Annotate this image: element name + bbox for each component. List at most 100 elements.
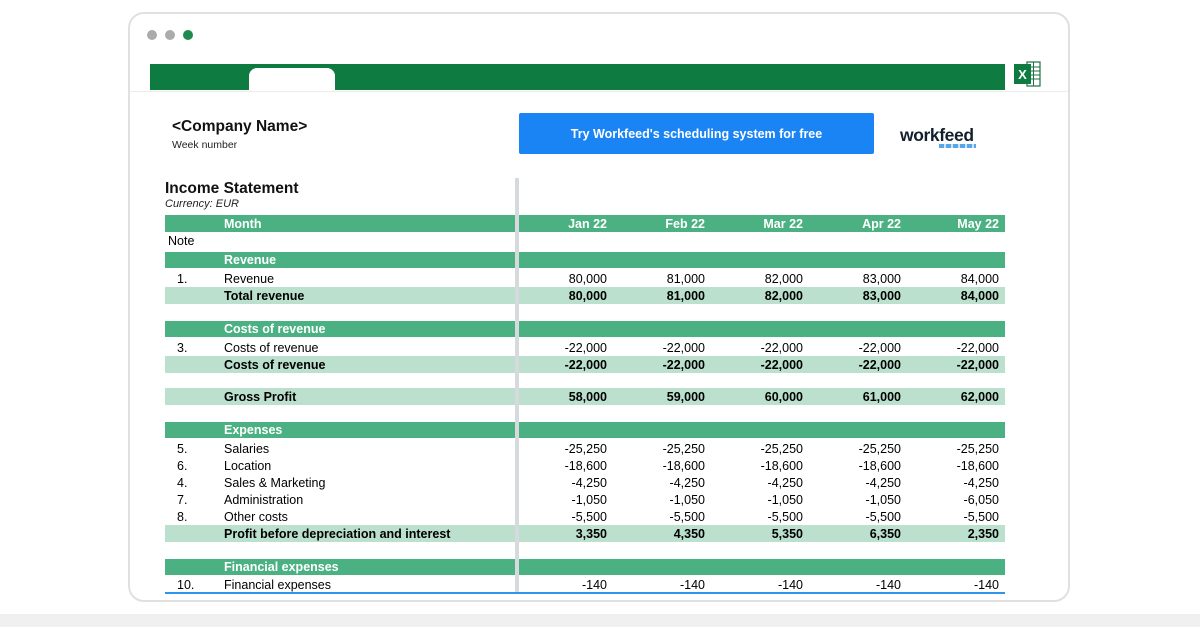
value-cell[interactable]: -18,600 [956,458,999,473]
row-label-cell[interactable]: 5. Salaries [165,442,515,456]
value-cell[interactable]: -4,250 [669,475,705,490]
value-cell[interactable]: -22,000 [858,357,901,372]
row-label-cell[interactable]: Revenue [165,253,515,267]
value-cell[interactable]: 4,350 [673,526,705,541]
value-cell[interactable]: -1,050 [571,492,607,507]
value-cell[interactable]: -25,250 [564,441,607,456]
value-cell[interactable]: -1,050 [865,492,901,507]
value-cell[interactable]: 59,000 [666,389,705,404]
value-cell[interactable]: 84,000 [960,271,999,286]
value-cell[interactable]: -22,000 [662,340,705,355]
value-cell[interactable]: 6,350 [869,526,901,541]
value-cell[interactable]: 5,350 [771,526,803,541]
value-cell[interactable]: Mar 22 [763,216,803,231]
row-label: Costs of revenue [224,340,319,355]
row-label-cell[interactable]: Month [165,217,515,231]
row-label-cell[interactable]: Profit before depreciation and interest [165,527,515,541]
value-cell[interactable]: -25,250 [760,441,803,456]
value-cell[interactable]: -140 [679,577,705,592]
value-cell[interactable]: Jan 22 [568,216,607,231]
value-cell[interactable]: 83,000 [862,288,901,303]
value-cell[interactable]: -25,250 [858,441,901,456]
row-label-cell[interactable]: Gross Profit [165,390,515,404]
value-cell[interactable]: -4,250 [571,475,607,490]
row-label: Revenue [224,253,277,267]
row-label-cell[interactable]: 3. Costs of revenue [165,341,515,355]
value-cell[interactable]: -1,050 [669,492,705,507]
value-cell[interactable]: -140 [973,577,999,592]
browser-window: X <Company Name> Week number Try Workfee… [128,12,1070,602]
row-label: Note [168,234,195,248]
row-label-cell[interactable]: 4. Sales & Marketing [165,476,515,490]
value-cell[interactable]: -25,250 [662,441,705,456]
row-label-cell[interactable]: Costs of revenue [165,358,515,372]
value-cell[interactable]: -22,000 [662,357,705,372]
line-item-row: 4. Sales & Marketing -4,250 -4,250 -4,250 -4,… [165,474,1005,491]
value-cell[interactable]: 84,000 [960,288,999,303]
value-cell[interactable]: 81,000 [666,271,705,286]
value-cell[interactable]: -22,000 [760,357,803,372]
row-label-cell[interactable]: 1. Revenue [165,272,515,286]
row-label-cell[interactable]: Note [165,234,515,248]
value-cell[interactable]: -140 [581,577,607,592]
row-label-cell[interactable]: 8. Other costs [165,510,515,524]
window-dot-minimize[interactable] [165,30,175,40]
value-cell[interactable]: -4,250 [963,475,999,490]
value-cell[interactable]: 3,350 [575,526,607,541]
row-label-cell[interactable]: Financial expenses [165,560,515,574]
spacer-row [165,405,1005,420]
value-cell[interactable]: 82,000 [764,271,803,286]
value-cell[interactable]: -5,500 [571,509,607,524]
value-cell[interactable]: -18,600 [760,458,803,473]
value-cell[interactable]: Apr 22 [862,216,901,231]
value-cell[interactable]: -5,500 [669,509,705,524]
value-cell[interactable]: -4,250 [865,475,901,490]
value-cell[interactable]: -6,050 [963,492,999,507]
window-controls [147,30,193,40]
value-cell[interactable]: May 22 [957,216,999,231]
window-dot-close[interactable] [147,30,157,40]
total-row: Total revenue 80,000 81,000 82,000 83,000 84,… [165,287,1005,304]
value-cell[interactable]: 81,000 [666,288,705,303]
value-cell[interactable]: -1,050 [767,492,803,507]
value-cell[interactable]: -22,000 [760,340,803,355]
row-label-cell[interactable]: 7. Administration [165,493,515,507]
row-label-cell[interactable]: Expenses [165,423,515,437]
workfeed-logo[interactable]: workfeed [900,125,974,146]
value-cell[interactable]: -18,600 [858,458,901,473]
value-cell[interactable]: 2,350 [967,526,999,541]
value-cell[interactable]: -140 [777,577,803,592]
value-cell[interactable]: 60,000 [764,389,803,404]
value-cell[interactable]: 80,000 [568,271,607,286]
cta-button[interactable]: Try Workfeed's scheduling system for fre… [519,113,874,154]
value-cell[interactable]: 62,000 [960,389,999,404]
value-cell[interactable]: Feb 22 [665,216,705,231]
value-cell[interactable]: 80,000 [568,288,607,303]
row-label-cell[interactable]: 6. Location [165,459,515,473]
value-cell[interactable]: -25,250 [956,441,999,456]
value-cell[interactable]: 61,000 [862,389,901,404]
value-cell[interactable]: -4,250 [767,475,803,490]
company-name: <Company Name> [172,118,308,135]
row-label-cell[interactable]: Total revenue [165,289,515,303]
value-cell[interactable]: -22,000 [564,357,607,372]
value-cell[interactable]: -5,500 [767,509,803,524]
window-dot-maximize[interactable] [183,30,193,40]
value-cell[interactable]: -22,000 [956,357,999,372]
row-label-cell[interactable]: Costs of revenue [165,322,515,336]
value-cell[interactable]: -22,000 [564,340,607,355]
value-cell[interactable]: -5,500 [963,509,999,524]
value-cell[interactable]: -22,000 [858,340,901,355]
value-cell[interactable]: -18,600 [662,458,705,473]
value-cell[interactable]: 83,000 [862,271,901,286]
value-cell[interactable]: -140 [875,577,901,592]
value-cell[interactable]: -22,000 [956,340,999,355]
active-sheet-tab[interactable] [249,68,335,90]
value-cell[interactable]: 82,000 [764,288,803,303]
value-cell[interactable]: -5,500 [865,509,901,524]
value-cell[interactable]: 58,000 [568,389,607,404]
company-block: <Company Name> Week number [172,118,307,151]
row-label-cell[interactable]: 10. Financial expenses [165,578,515,592]
value-cell[interactable]: -18,600 [564,458,607,473]
row-label: Financial expenses [224,577,332,592]
